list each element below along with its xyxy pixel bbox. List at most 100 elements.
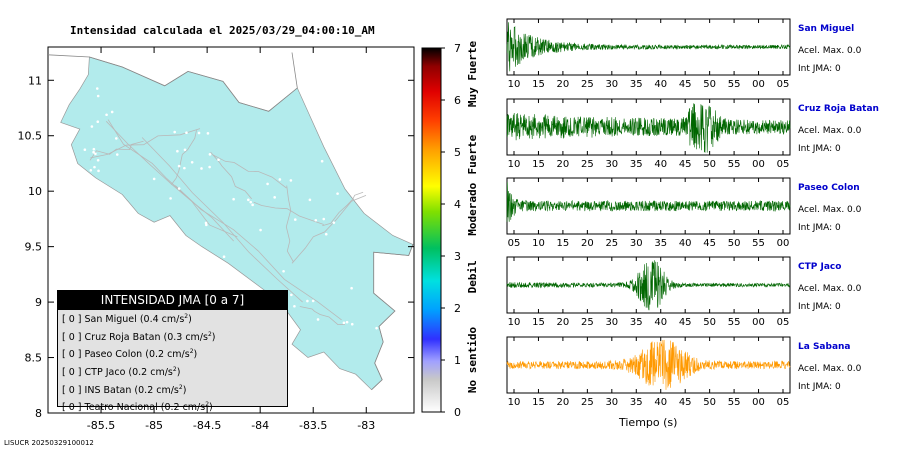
town-dot	[90, 125, 94, 128]
time-tick-label: 35	[630, 317, 643, 328]
time-tick-label: 35	[630, 79, 643, 90]
time-tick-label: 25	[581, 79, 594, 90]
legend-item-pga: (0.4 cm/s	[139, 314, 185, 326]
town-dot	[223, 271, 227, 275]
town-dot	[197, 131, 201, 135]
town-dot	[222, 255, 226, 259]
time-tick-label: 20	[557, 397, 570, 408]
legend-item: [ 0 ] Teatro Nacional (0.2 cm/s2)	[62, 401, 213, 414]
unit-exponent: 2	[172, 365, 177, 373]
road-line	[175, 185, 342, 321]
town-dot	[332, 221, 336, 224]
town-dot	[177, 187, 181, 190]
town-dot	[204, 221, 208, 225]
town-markers	[83, 87, 378, 330]
station-jma-intensity: Int JMA: 0	[798, 382, 841, 392]
town-dot	[249, 200, 253, 204]
time-tick-label: 15	[557, 238, 570, 249]
time-tick-label: 55	[728, 317, 741, 328]
waveform-panel: 10 15 20 25 30 35 40 45 50 55 00 05	[506, 336, 791, 408]
time-tick-label: 10	[532, 238, 545, 249]
town-dot	[266, 182, 269, 186]
station-jma-intensity: Int JMA: 0	[798, 302, 841, 312]
y-tick-label: 10.5	[18, 130, 43, 143]
time-tick-label: 50	[703, 317, 716, 328]
time-tick-label: 15	[532, 79, 545, 90]
time-tick-label: 05	[508, 238, 521, 249]
town-dot	[251, 203, 254, 207]
town-dot	[354, 187, 358, 191]
town-dot	[205, 223, 208, 227]
town-dot	[314, 218, 318, 222]
y-tick-label: 8.5	[25, 352, 43, 365]
y-tick-label: 8	[35, 407, 42, 420]
y-tick-label: 9.5	[25, 241, 43, 254]
time-tick-label: 20	[557, 79, 570, 90]
time-tick-label: 10	[508, 397, 521, 408]
time-tick-label: 50	[728, 238, 741, 249]
town-dot	[169, 197, 172, 200]
waveform-panels: 10 15 20 25 30 35 40 45 50 55 00 05 10 15 20 25 30 35 40 45…	[506, 18, 791, 408]
town-dot	[373, 180, 377, 184]
town-dot	[232, 197, 235, 201]
time-tick-label: 50	[703, 159, 716, 170]
town-dot	[289, 179, 293, 182]
town-dot	[293, 218, 297, 221]
intensity-legend: INTENSIDAD JMA [0 a 7] [ 0 ] San Miguel …	[57, 290, 288, 413]
x-tick-label: -85.5	[87, 419, 115, 432]
time-tick-label: 15	[532, 159, 545, 170]
colorbar-tick-label: 1	[454, 354, 461, 367]
legend-item-jma: [ 0 ]	[62, 331, 85, 343]
station-name: San Miguel	[798, 24, 855, 34]
station-max-accel: Acel. Max. 0.0	[798, 46, 862, 56]
road-line	[107, 119, 234, 242]
legend-item-station: INS Batan	[84, 384, 135, 396]
town-dot	[278, 178, 282, 181]
time-tick-label: 00	[752, 317, 765, 328]
road-line	[141, 137, 303, 303]
town-dot	[96, 94, 100, 98]
town-dot	[336, 192, 339, 195]
town-dot	[200, 167, 203, 170]
legend-item-pga: (0.2 cm/s	[145, 349, 190, 361]
x-tick-label: -85	[145, 419, 163, 432]
town-dot	[190, 161, 194, 164]
town-dot	[350, 178, 354, 182]
road-line	[210, 151, 253, 200]
colorbar-tick-label: 0	[454, 406, 461, 419]
station-jma-intensity: Int JMA: 0	[798, 64, 841, 74]
y-tick-label: 11	[28, 74, 42, 87]
x-tick-label: -83.5	[299, 419, 327, 432]
time-tick-label: 50	[703, 397, 716, 408]
road-line	[299, 306, 346, 326]
time-tick-label: 05	[777, 317, 790, 328]
town-dot	[89, 168, 93, 172]
legend-item-pga: (0.2 cm/s	[160, 402, 206, 414]
time-tick-label: 20	[557, 159, 570, 170]
time-tick-label: 55	[728, 159, 741, 170]
time-tick-label: 05	[777, 397, 790, 408]
colorbar-tick-label: 5	[454, 146, 461, 159]
town-dot	[282, 269, 285, 273]
waveform-panel: 10 15 20 25 30 35 40 45 50 55 00 05	[506, 18, 791, 90]
time-tick-label: 30	[605, 159, 618, 170]
town-dot	[290, 293, 293, 297]
legend-item-jma: [ 0 ]	[62, 384, 85, 396]
town-dot	[342, 321, 346, 325]
time-tick-label: 00	[752, 397, 765, 408]
unit-exponent: 2	[207, 330, 212, 338]
time-tick-label: 55	[752, 238, 765, 249]
town-dot	[208, 153, 212, 156]
town-dot	[92, 147, 96, 151]
town-dot	[308, 198, 312, 202]
waveform-panel: 10 15 20 25 30 35 40 45 50 55 00 05	[506, 98, 791, 170]
time-tick-label: 45	[703, 238, 716, 249]
town-dot	[105, 113, 108, 117]
time-tick-label: 45	[679, 159, 692, 170]
colorbar-class-label: Muy Fuerte	[466, 41, 479, 108]
town-dot	[371, 185, 375, 188]
time-tick-label: 25	[581, 317, 594, 328]
station-max-accel: Acel. Max. 0.0	[798, 284, 862, 294]
time-tick-label: 45	[679, 317, 692, 328]
town-dot	[345, 320, 349, 324]
